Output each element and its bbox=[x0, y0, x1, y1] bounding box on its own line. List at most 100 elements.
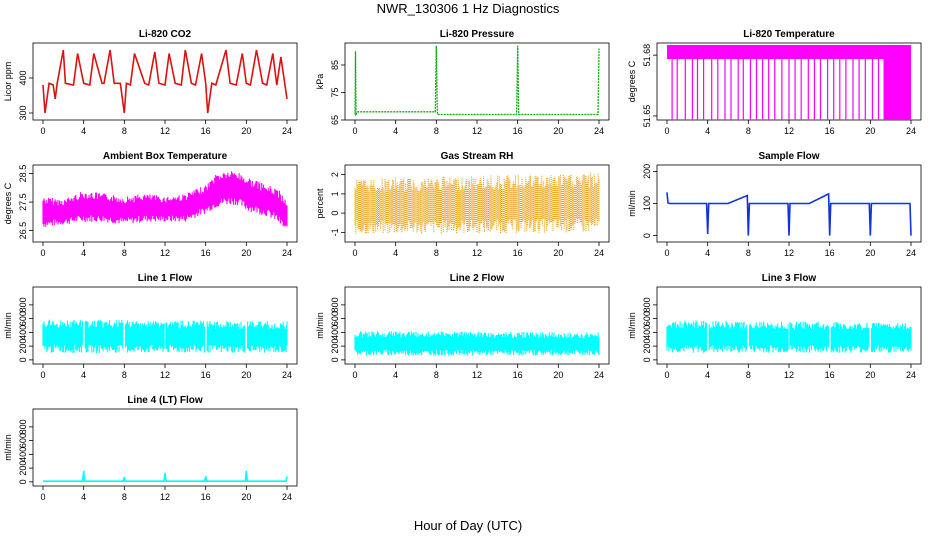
x-tick-label: 0 bbox=[40, 248, 45, 258]
y-tick-label: 0 bbox=[18, 357, 28, 362]
y-tick-label: 85 bbox=[330, 60, 340, 70]
chart-panel-6: Sample Flow 0 4 8 12 16 20 24 0 100 200 ml/min bbox=[627, 151, 922, 258]
series-line bbox=[666, 192, 912, 236]
series-band bbox=[42, 171, 288, 227]
x-tick-label: 4 bbox=[81, 248, 86, 258]
series-band bbox=[354, 331, 600, 356]
x-tick-label: 16 bbox=[201, 126, 211, 136]
series-fill bbox=[883, 45, 911, 120]
plot-frame bbox=[344, 42, 610, 121]
x-tick-label: 0 bbox=[352, 248, 357, 258]
x-axis: 0 4 8 12 16 20 24 bbox=[352, 242, 604, 258]
y-tick-label: 600 bbox=[18, 433, 28, 448]
x-tick-label: 12 bbox=[784, 248, 794, 258]
panel-title: Ambient Box Temperature bbox=[103, 151, 228, 162]
y-tick-label: 200 bbox=[18, 339, 28, 354]
series-band bbox=[354, 172, 600, 234]
y-axis: 300 400 bbox=[18, 70, 33, 121]
y-axis-label: ml/min bbox=[627, 190, 637, 217]
y-tick-label: 200 bbox=[18, 461, 28, 476]
series-band bbox=[42, 319, 288, 353]
panel-title: Line 1 Flow bbox=[138, 273, 193, 284]
x-tick-label: 16 bbox=[201, 370, 211, 380]
x-axis: 0 4 8 12 16 20 24 bbox=[664, 364, 916, 380]
x-axis: 0 4 8 12 16 20 24 bbox=[664, 120, 916, 136]
series-line bbox=[43, 470, 288, 482]
panel-title: Line 3 Flow bbox=[762, 273, 817, 284]
x-axis: 0 4 8 12 16 20 24 bbox=[352, 364, 604, 380]
series-line bbox=[42, 49, 288, 114]
x-tick-label: 20 bbox=[865, 248, 875, 258]
y-tick-label: 400 bbox=[330, 325, 340, 340]
x-axis-label: Hour of Day (UTC) bbox=[413, 518, 523, 533]
x-tick-label: 0 bbox=[40, 492, 45, 502]
y-tick-label: 0 bbox=[330, 211, 340, 216]
panel-title: Gas Stream RH bbox=[441, 151, 514, 162]
y-tick-label: 2 bbox=[330, 172, 340, 177]
x-tick-label: 0 bbox=[352, 126, 357, 136]
y-tick-label: 51.65 bbox=[642, 105, 652, 128]
y-tick-label: 1 bbox=[330, 191, 340, 196]
x-tick-label: 12 bbox=[472, 126, 482, 136]
x-tick-label: 12 bbox=[472, 370, 482, 380]
x-tick-label: 20 bbox=[553, 370, 563, 380]
y-axis-label: degrees C bbox=[627, 60, 637, 102]
x-tick-label: 8 bbox=[434, 370, 439, 380]
chart-panel-4: Ambient Box Temperature 0 4 8 12 16 20 24 26.5 27… bbox=[3, 151, 298, 258]
x-tick-label: 24 bbox=[594, 248, 604, 258]
series-line bbox=[354, 45, 600, 117]
y-tick-label: 600 bbox=[642, 311, 652, 326]
x-tick-label: 20 bbox=[865, 126, 875, 136]
y-tick-label: 28.5 bbox=[18, 165, 28, 183]
x-tick-label: 0 bbox=[664, 370, 669, 380]
panel-title: Sample Flow bbox=[758, 151, 819, 162]
y-tick-label: 200 bbox=[642, 339, 652, 354]
y-tick-label: 100 bbox=[642, 196, 652, 211]
y-tick-label: 600 bbox=[18, 311, 28, 326]
x-axis: 0 4 8 12 16 20 24 bbox=[40, 120, 292, 136]
x-tick-label: 16 bbox=[825, 248, 835, 258]
panel-title: Li-820 Temperature bbox=[743, 29, 835, 40]
x-tick-label: 24 bbox=[282, 370, 292, 380]
x-tick-label: 4 bbox=[705, 370, 710, 380]
x-tick-label: 16 bbox=[513, 370, 523, 380]
data-series bbox=[43, 470, 288, 482]
panel-title: Li-820 CO2 bbox=[139, 29, 192, 40]
y-tick-label: 0 bbox=[642, 357, 652, 362]
y-tick-label: 0 bbox=[642, 233, 652, 238]
chart-panel-2: Li-820 Pressure 0 4 8 12 16 20 24 65 75 85 kPa bbox=[315, 29, 610, 136]
x-tick-label: 8 bbox=[434, 126, 439, 136]
y-tick-label: 400 bbox=[18, 325, 28, 340]
data-series bbox=[666, 320, 912, 353]
x-tick-label: 12 bbox=[160, 126, 170, 136]
x-tick-label: 12 bbox=[784, 370, 794, 380]
series-band bbox=[666, 320, 912, 353]
x-tick-label: 16 bbox=[513, 126, 523, 136]
y-tick-label: 400 bbox=[642, 325, 652, 340]
x-tick-label: 4 bbox=[705, 126, 710, 136]
x-tick-label: 4 bbox=[705, 248, 710, 258]
x-tick-label: 4 bbox=[81, 370, 86, 380]
x-axis: 0 4 8 12 16 20 24 bbox=[40, 242, 292, 258]
x-tick-label: 16 bbox=[825, 370, 835, 380]
y-axis-label: percent bbox=[315, 188, 325, 219]
chart-panel-3: Li-820 Temperature 0 4 8 12 16 20 24 51.65 51.68 d… bbox=[627, 29, 922, 136]
x-tick-label: 4 bbox=[81, 492, 86, 502]
chart-panel-1: Li-820 CO2 0 4 8 12 16 20 24 300 400 Licor ppm bbox=[3, 29, 298, 136]
x-tick-label: 20 bbox=[241, 492, 251, 502]
y-tick-label: 27.5 bbox=[18, 193, 28, 211]
x-tick-label: 8 bbox=[746, 248, 751, 258]
y-tick-label: 26.5 bbox=[18, 222, 28, 240]
x-tick-label: 24 bbox=[906, 126, 916, 136]
x-tick-label: 4 bbox=[393, 370, 398, 380]
x-tick-label: 8 bbox=[746, 370, 751, 380]
x-tick-label: 16 bbox=[201, 492, 211, 502]
y-tick-label: 200 bbox=[330, 339, 340, 354]
panel-title: Li-820 Pressure bbox=[440, 29, 515, 40]
x-tick-label: 12 bbox=[784, 126, 794, 136]
y-tick-label: 800 bbox=[18, 297, 28, 312]
